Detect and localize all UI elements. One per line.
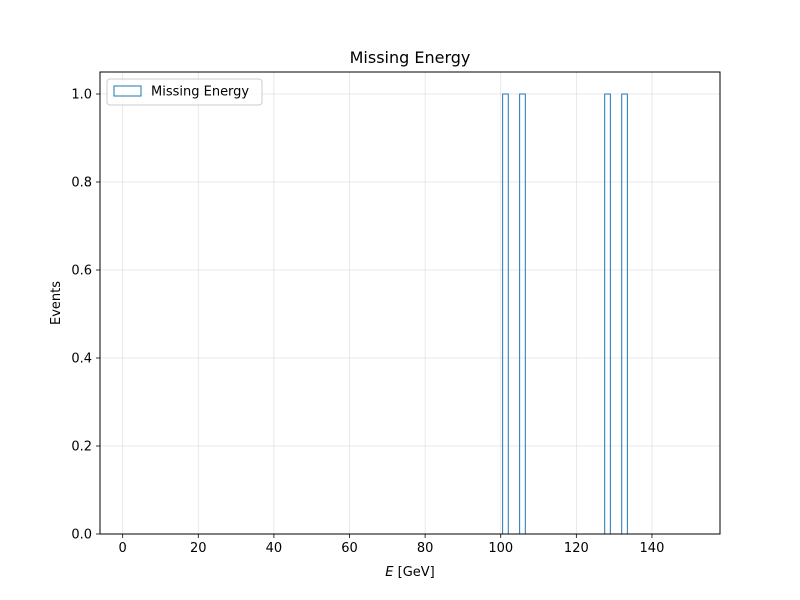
y-axis-label: Events — [49, 281, 64, 325]
y-tick-label: 0.8 — [71, 176, 92, 191]
x-axis-label: E [GeV] — [385, 565, 434, 580]
legend-swatch — [113, 85, 142, 97]
legend-box — [106, 78, 263, 106]
histogram-bar — [604, 93, 611, 534]
x-tick-label: 80 — [417, 541, 434, 556]
x-tick-label: 0 — [119, 541, 127, 556]
x-tick-label: 20 — [190, 541, 207, 556]
legend: Missing Energy — [106, 78, 263, 106]
legend-entry-missing-energy: Missing Energy — [151, 85, 249, 100]
y-tick-label: 0.0 — [71, 528, 92, 543]
chart-title: Missing Energy — [350, 48, 471, 67]
y-tick-label: 0.6 — [71, 264, 92, 279]
x-tick-label: 60 — [341, 541, 358, 556]
x-tick-label: 120 — [564, 541, 589, 556]
x-tick-label: 100 — [488, 541, 513, 556]
y-tick-label: 0.4 — [71, 352, 92, 367]
x-axis-label-variable: E — [385, 565, 394, 580]
histogram-bar — [502, 93, 509, 534]
y-tick-label: 0.2 — [71, 440, 92, 455]
histogram-bar — [621, 93, 628, 534]
x-tick-label: 40 — [266, 541, 283, 556]
histogram-bar — [519, 93, 526, 534]
x-tick-label: 140 — [640, 541, 665, 556]
y-tick-label: 1.0 — [71, 88, 92, 103]
x-axis-label-unit: [GeV] — [393, 565, 434, 580]
axes-frame — [99, 71, 721, 535]
ticks: 0 20 40 60 80 100 120 140 0.0 0.2 0.4 0.6 0.8 1.0 — [71, 88, 664, 557]
